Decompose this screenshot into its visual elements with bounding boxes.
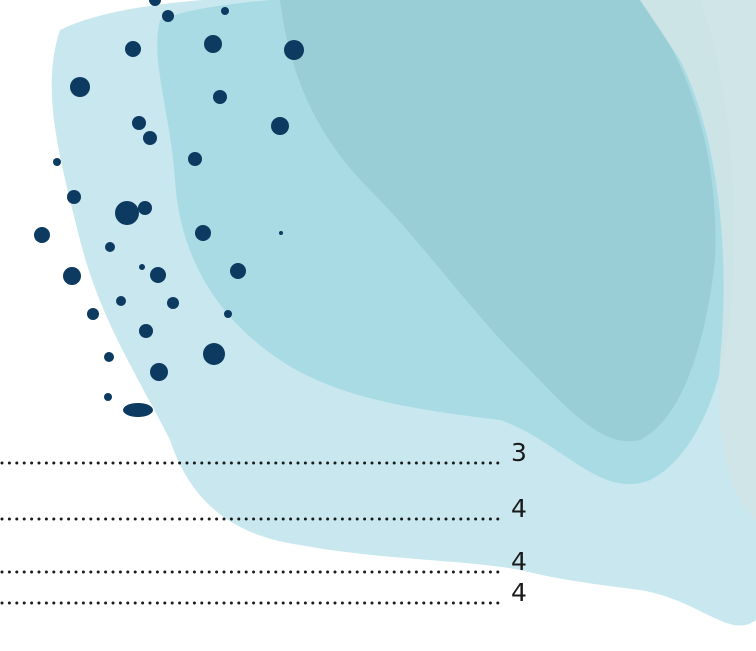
page-number: 4: [511, 547, 527, 576]
page-number: 4: [511, 578, 527, 607]
wash-right: [640, 0, 756, 520]
page-number: 3: [511, 438, 527, 467]
watercolor-decoration: [51, 0, 756, 626]
page-number: 4: [511, 494, 527, 523]
ink-dots: [34, 0, 304, 417]
toc-entry: 4: [0, 547, 527, 576]
toc-entry: 4: [0, 578, 527, 607]
toc-entry: 4: [0, 494, 527, 523]
wash-inner: [280, 0, 716, 442]
toc-entry: 3: [0, 438, 527, 467]
